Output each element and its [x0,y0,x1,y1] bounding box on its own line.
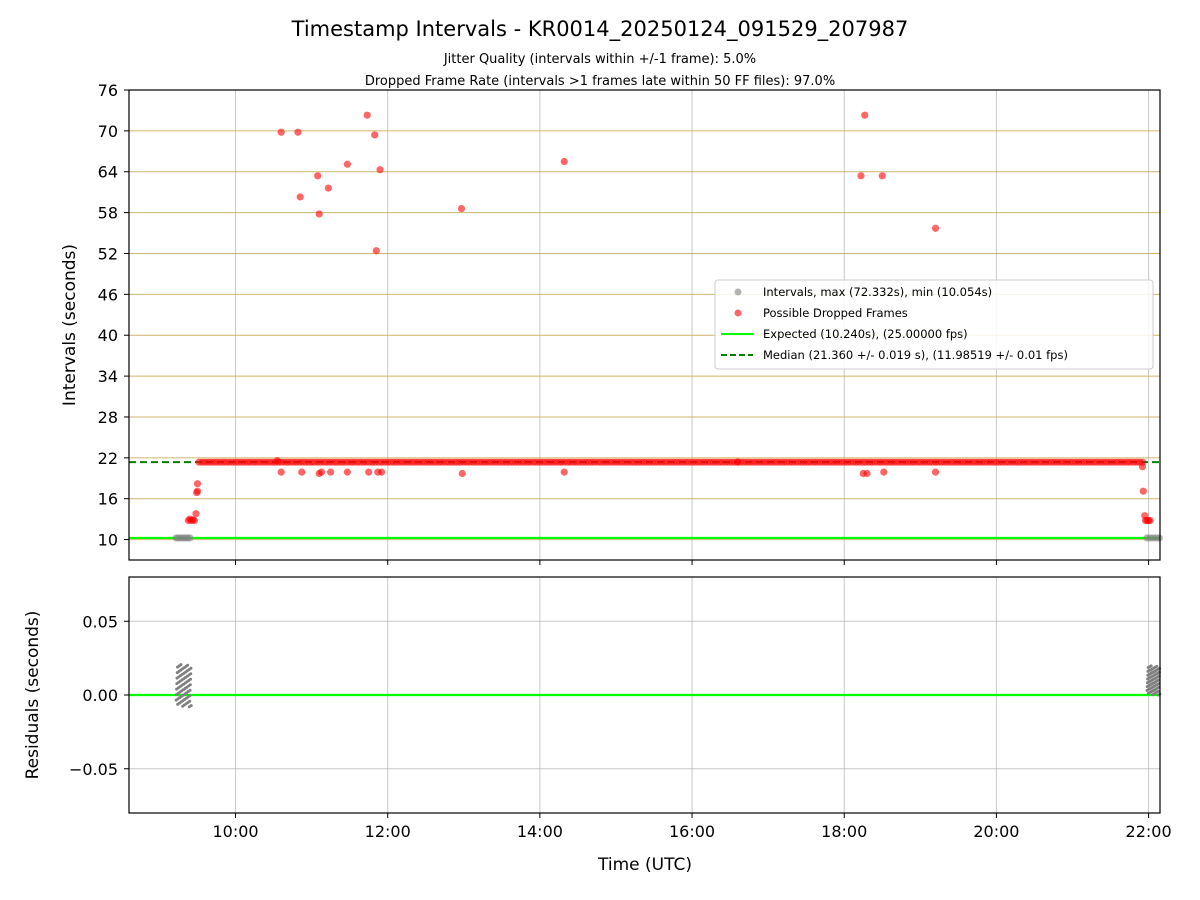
residual-point [189,666,193,670]
residual-point [1149,664,1153,668]
chart-subtitle-dropped: Dropped Frame Rate (intervals >1 frames … [365,74,835,89]
dropped-frame-point [1138,463,1147,471]
intervals-y-tick-label: 52 [98,244,118,263]
residual-point [1151,681,1155,685]
intervals-y-tick-label: 28 [98,408,118,427]
legend-label-expected: Expected (10.240s), (25.00000 fps) [763,327,968,341]
intervals-y-tick-label: 70 [98,122,118,141]
x-axis-label: Time (UTC) [597,855,692,875]
intervals-y-tick-label: 58 [98,204,118,223]
x-tick-label: 18:00 [821,822,867,841]
residual-point [189,704,193,708]
residual-point [188,688,192,692]
residual-point [189,677,193,681]
dropped-frame-point [324,184,332,192]
dropped-frame-point [878,172,886,180]
intervals-y-tick-label: 34 [98,367,118,386]
legend-marker-dropped [734,309,742,317]
residual-point [188,683,192,687]
dropped-frame-point [190,516,199,525]
dropped-frame-point [458,469,466,478]
interval-point [186,534,194,542]
residual-point [188,699,192,703]
intervals-y-tick-label: 40 [98,326,118,345]
residual-point [179,663,183,667]
intervals-y-tick-label: 22 [98,449,118,468]
dropped-frame-point [277,128,285,136]
intervals-y-tick-label: 16 [98,490,118,509]
residuals-y-tick-label: −0.05 [69,760,118,779]
chart-title: Timestamp Intervals - KR0014_20250124_09… [291,17,909,42]
dropped-frame-point [861,111,869,119]
residual-point [1150,667,1154,671]
intervals-y-tick-label: 76 [98,81,118,100]
residual-point [1157,689,1161,693]
residuals-y-tick-label: 0.00 [82,686,118,705]
dropped-frame-point [372,247,380,255]
dropped-frame-point [294,128,302,136]
dropped-frame-point [298,468,306,476]
dropped-frame-point [343,160,351,168]
legend-marker-intervals [734,288,742,296]
intervals-y-tick-label: 10 [98,531,118,550]
dropped-frame-point [734,458,742,466]
dropped-frame-point [193,487,202,495]
dropped-frame-point [193,480,202,488]
residual-point [181,688,185,692]
dropped-frame-point [314,172,322,180]
legend-label-dropped: Possible Dropped Frames [763,306,908,320]
residuals-y-axis-label: Residuals (seconds) [23,611,43,780]
intervals-y-tick-label: 64 [98,163,118,182]
legend: Intervals, max (72.332s), min (10.054s) … [714,279,1154,370]
legend-label-intervals: Intervals, max (72.332s), min (10.054s) [763,285,992,299]
dropped-frame-point [376,166,384,174]
dropped-frame-point [863,469,871,478]
dropped-frame-point [931,224,940,232]
intervals-y-tick-label: 46 [98,285,118,304]
dropped-frame-point [343,468,351,476]
legend-label-median: Median (21.360 +/- 0.019 s), (11.98519 +… [763,348,1068,362]
dropped-frame-point [378,468,386,476]
x-tick-label: 22:00 [1126,822,1172,841]
dropped-frame-point [457,204,466,213]
intervals-panel: 10 16 22 28 34 40 46 52 58 64 70 76 Intervals (seco… [60,81,1163,561]
dropped-frame-point [880,468,888,476]
dropped-frame-point [277,468,285,476]
intervals-plot-frame [128,89,1161,561]
dropped-frame-point [560,157,568,166]
chart-subtitle-jitter: Jitter Quality (intervals within +/-1 fr… [443,52,756,67]
dropped-frame-point [327,468,335,476]
residual-point [1155,664,1159,668]
residual-point [186,663,190,667]
residuals-y-tick-label: 0.05 [82,612,118,631]
residual-point [180,667,184,671]
residual-point [188,694,192,698]
x-tick-label: 10:00 [212,822,258,841]
intervals-y-axis-label: Intervals (seconds) [60,244,80,406]
x-tick-label: 12:00 [365,822,411,841]
dropped-frame-point [931,468,940,476]
dropped-frame-point [296,193,304,201]
dropped-frame-point [192,510,200,518]
dropped-frame-point [1139,487,1147,495]
x-tick-label: 20:00 [973,822,1019,841]
dropped-frame-point [1146,516,1154,525]
dropped-frame-point [317,468,326,476]
x-tick-label: 16:00 [669,822,715,841]
dropped-frame-point [560,468,568,476]
dropped-frame-point [365,468,373,476]
dropped-frame-point [363,111,371,119]
dropped-frame-point [315,210,323,218]
dropped-frame-point [857,172,865,180]
interval-point [1155,534,1163,542]
legend-box [714,279,1154,370]
residuals-panel: 0.05 0.00 −0.05 Residuals (seconds) [23,576,1162,814]
x-tick-label: 14:00 [517,822,563,841]
dropped-frame-point [273,456,281,465]
dropped-frame-point [371,131,379,139]
residual-point [189,672,193,676]
